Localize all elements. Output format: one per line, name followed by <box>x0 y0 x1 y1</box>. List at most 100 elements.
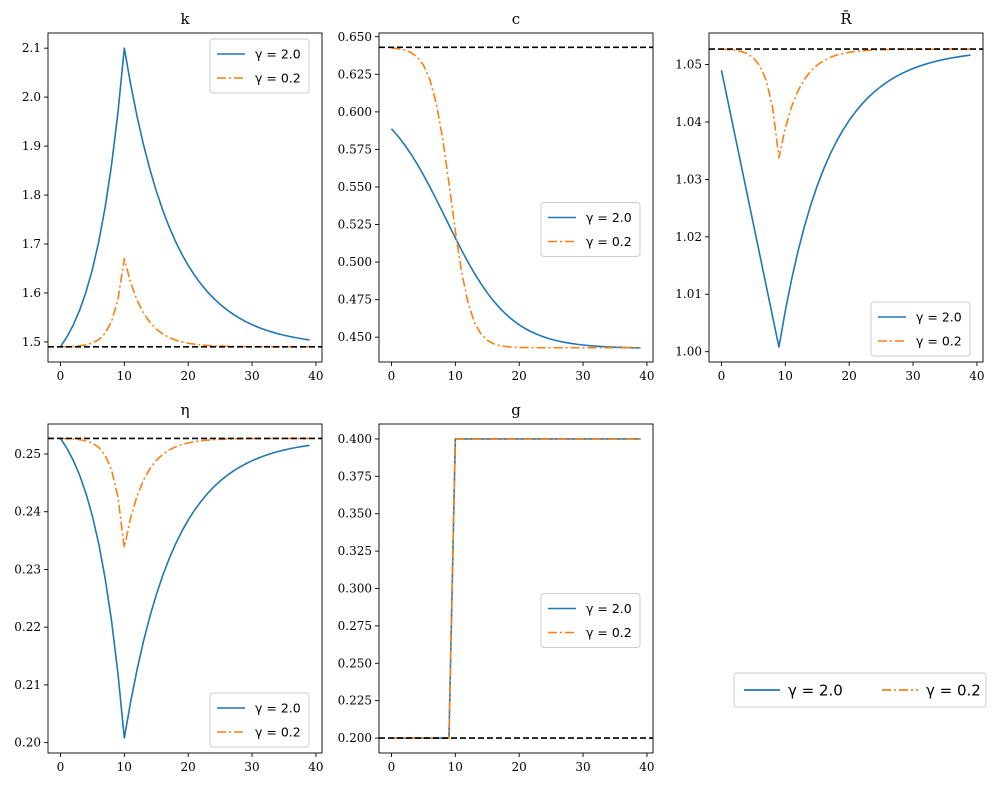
y-tick-label: 0.400 <box>338 432 372 446</box>
legend: γ = 2.0 γ = 0.2 <box>870 301 971 357</box>
x-tick-label: 20 <box>181 760 196 774</box>
panel-2: 0 10 20 30 40 0.450 0.475 0.500 0.525 0.550 0.575 0… <box>338 10 655 383</box>
x-tick-label: 20 <box>842 369 857 383</box>
panel-4: 0 10 20 30 40 0.20 0.21 0.22 0.23 0.24 0.25 η γ = 2.… <box>14 401 323 774</box>
y-tick-label: 1.8 <box>22 188 41 202</box>
y-tick-label: 0.550 <box>338 180 372 194</box>
y-tick-label: 2.0 <box>22 90 41 104</box>
y-tick-label: 0.22 <box>14 620 41 634</box>
y-tick-label: 0.325 <box>338 544 372 558</box>
legend: γ = 2.0 γ = 0.2 <box>209 692 310 748</box>
y-tick-label: 0.500 <box>338 255 372 269</box>
axes-frame <box>378 32 654 363</box>
legend-label: γ = 0.2 <box>586 625 632 640</box>
legend: γ = 2.0 γ = 0.2 <box>540 593 641 648</box>
x-tick-label: 10 <box>117 760 132 774</box>
x-tick-label: 10 <box>448 760 463 774</box>
panel-title: R̄ <box>840 10 852 28</box>
legend-label: γ = 0.2 <box>255 71 301 86</box>
legend-label: γ = 0.2 <box>255 725 301 740</box>
y-tick-label: 1.7 <box>22 237 41 251</box>
y-tick-label: 1.04 <box>675 115 702 129</box>
panel-3: 0 10 20 30 40 1.00 1.01 1.02 1.03 1.04 1.05 R̄ γ = 2… <box>675 10 984 383</box>
legend-box <box>540 202 641 257</box>
figure-legend: γ = 2.0 γ = 0.2 <box>733 672 987 708</box>
y-tick-label: 1.00 <box>675 345 702 359</box>
legend: γ = 2.0 γ = 0.2 <box>209 38 310 94</box>
x-tick-label: 0 <box>57 760 65 774</box>
x-tick-label: 0 <box>718 369 726 383</box>
x-tick-label: 40 <box>969 369 984 383</box>
y-tick-label: 1.05 <box>675 58 702 72</box>
y-tick-label: 1.5 <box>22 335 41 349</box>
x-tick-label: 40 <box>308 369 323 383</box>
y-tick-label: 0.200 <box>338 731 372 745</box>
legend-box <box>209 38 310 94</box>
y-tick-label: 1.03 <box>675 172 702 186</box>
y-tick-label: 0.625 <box>338 67 372 81</box>
y-tick-label: 0.20 <box>14 736 41 750</box>
axes-frame <box>378 423 654 754</box>
y-tick-label: 0.23 <box>14 562 41 576</box>
panel-title: η <box>181 401 190 419</box>
x-tick-label: 10 <box>448 369 463 383</box>
figure-legend-box <box>733 672 987 708</box>
y-tick-label: 0.250 <box>338 656 372 670</box>
panel-1: 0 10 20 30 401.51.61.71.81.92.02.1kγ = 2.0γ … <box>22 10 324 383</box>
y-tick-label: 1.6 <box>22 286 41 300</box>
y-tick-label: 1.02 <box>675 230 702 244</box>
y-tick-label: 0.525 <box>338 218 372 232</box>
legend-label: γ = 2.0 <box>586 210 632 225</box>
y-tick-label: 1.01 <box>675 287 702 301</box>
x-tick-label: 40 <box>639 369 654 383</box>
x-tick-label: 30 <box>575 369 590 383</box>
series-line-1 <box>720 54 971 348</box>
legend-box <box>540 593 641 648</box>
y-tick-label: 2.1 <box>22 41 41 55</box>
series-line-1 <box>59 437 310 739</box>
series-line-2 <box>391 47 641 349</box>
x-tick-label: 30 <box>905 369 920 383</box>
x-tick-label: 20 <box>512 369 527 383</box>
x-tick-label: 0 <box>388 760 396 774</box>
x-tick-label: 10 <box>117 369 132 383</box>
y-tick-label: 0.650 <box>338 30 372 44</box>
legend-label: γ = 2.0 <box>255 47 301 62</box>
x-tick-label: 30 <box>244 760 259 774</box>
x-tick-label: 20 <box>512 760 527 774</box>
series-line-1 <box>391 438 641 739</box>
series-line-1 <box>390 128 641 349</box>
y-tick-label: 0.600 <box>338 105 372 119</box>
x-tick-label: 30 <box>244 369 259 383</box>
axes-frame <box>47 423 323 754</box>
panel-title: g <box>511 401 521 419</box>
legend-label: γ = 2.0 <box>916 310 962 325</box>
y-tick-label: 0.21 <box>14 678 41 692</box>
legend-box <box>870 301 971 357</box>
x-tick-label: 30 <box>575 760 590 774</box>
series-line-2 <box>391 438 641 739</box>
y-tick-label: 0.25 <box>14 447 41 461</box>
y-tick-label: 0.225 <box>338 694 372 708</box>
panel-title: k <box>180 10 190 28</box>
series-line-2 <box>60 437 310 549</box>
series-line-1 <box>59 47 310 348</box>
y-tick-label: 0.475 <box>338 293 372 307</box>
figure-legend-label: γ = 0.2 <box>926 682 981 700</box>
legend-label: γ = 2.0 <box>255 701 301 716</box>
x-tick-label: 20 <box>181 369 196 383</box>
x-tick-label: 40 <box>308 760 323 774</box>
axes-frame <box>708 32 984 363</box>
legend-box <box>209 692 310 748</box>
y-tick-label: 1.9 <box>22 139 41 153</box>
x-tick-label: 40 <box>639 760 654 774</box>
y-tick-label: 0.350 <box>338 507 372 521</box>
legend-label: γ = 2.0 <box>586 601 632 616</box>
panel-title: c <box>512 10 520 28</box>
y-tick-label: 0.24 <box>14 505 41 519</box>
x-tick-label: 0 <box>57 369 65 383</box>
series-line-2 <box>60 257 310 348</box>
legend-label: γ = 0.2 <box>586 234 632 249</box>
y-tick-label: 0.300 <box>338 582 372 596</box>
